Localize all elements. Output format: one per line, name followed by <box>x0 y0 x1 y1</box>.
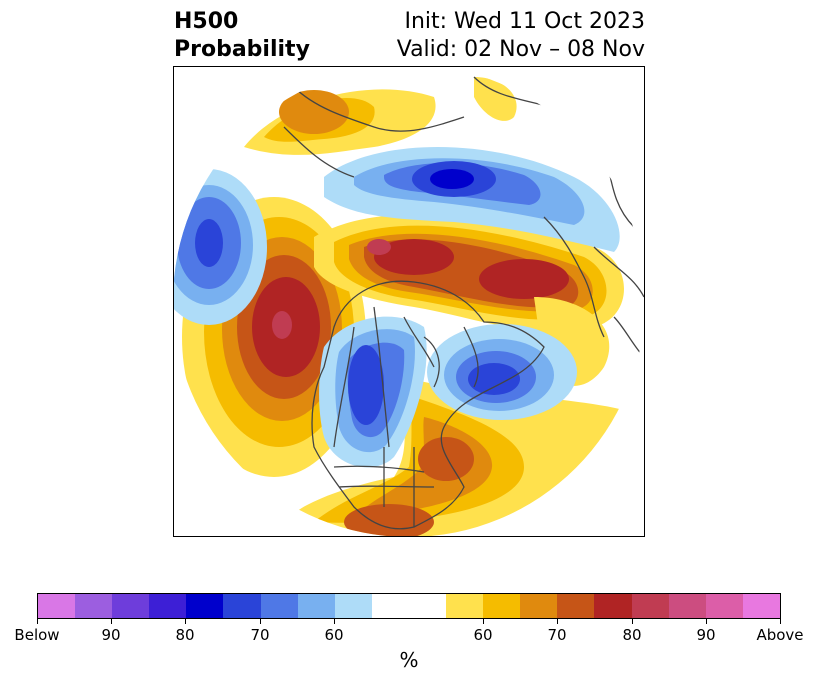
map-title: H500 Probability <box>174 8 310 64</box>
title-variable: H500 <box>174 9 239 34</box>
tick-above-70: 70 <box>547 626 567 644</box>
map-canvas <box>174 67 644 536</box>
map-dates: Init: Wed 11 Oct 2023 Valid: 02 Nov – 08… <box>397 8 645 64</box>
colorbar-below-segment <box>186 594 224 618</box>
tick-below-60: 60 <box>324 626 344 644</box>
colorbar-neutral-segment <box>371 594 447 618</box>
tick-below-90: 90 <box>101 626 121 644</box>
colorbar-above-segment <box>483 594 521 618</box>
colorbar-below-segment <box>75 594 113 618</box>
colorbar-above-segment <box>668 594 706 618</box>
colorbar-below-segment <box>297 594 335 618</box>
colorbar-below-segment <box>149 594 187 618</box>
probability-map <box>173 66 645 537</box>
colorbar-below-segment <box>38 594 76 618</box>
tick-below: Below <box>14 626 60 644</box>
colorbar-above-segment <box>705 594 743 618</box>
colorbar-above-segment <box>594 594 632 618</box>
coastlines <box>183 76 644 530</box>
tick-above-60: 60 <box>473 626 493 644</box>
below-anomaly-north-atlantic <box>427 324 577 420</box>
colorbar-above-segment <box>742 594 780 618</box>
tick-below-80: 80 <box>175 626 195 644</box>
title-field: Probability <box>174 37 310 62</box>
valid-range: Valid: 02 Nov – 08 Nov <box>396 37 645 62</box>
colorbar-above-segment <box>520 594 558 618</box>
colorbar <box>37 593 781 619</box>
below-anomaly-west-canada <box>319 316 427 468</box>
colorbar-below-segment <box>112 594 150 618</box>
colorbar-below-segment <box>260 594 298 618</box>
tick-above: Above <box>756 626 804 644</box>
colorbar-above-segment <box>631 594 669 618</box>
colorbar-below-segment <box>223 594 261 618</box>
tick-above-90: 90 <box>696 626 716 644</box>
init-date: Init: Wed 11 Oct 2023 <box>404 9 645 34</box>
colorbar-above-segment <box>446 594 484 618</box>
above-anomaly-eurasia-band <box>314 214 624 332</box>
colorbar-above-segment <box>557 594 595 618</box>
tick-below-70: 70 <box>250 626 270 644</box>
colorbar-below-segment <box>334 594 372 618</box>
below-anomaly-arctic <box>324 147 620 252</box>
colorbar-unit-label: % <box>399 648 419 672</box>
tick-above-80: 80 <box>622 626 642 644</box>
